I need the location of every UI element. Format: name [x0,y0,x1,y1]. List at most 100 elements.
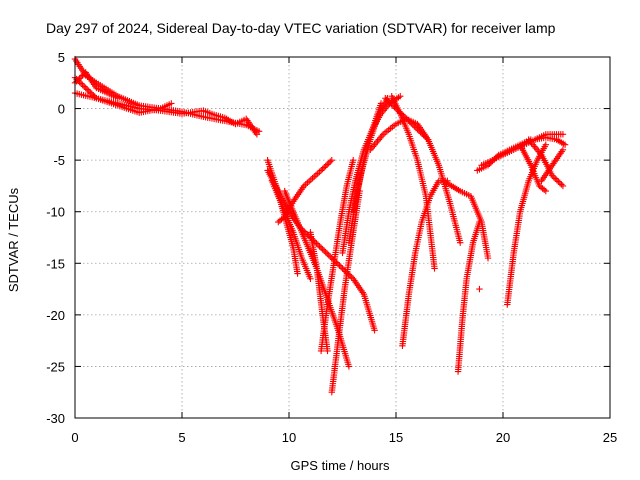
axis-ticks [74,56,611,419]
data-point [411,123,418,130]
x-tick-label: 15 [389,430,403,445]
data-point [328,156,335,164]
data-point [307,275,314,282]
data-point [325,251,332,259]
data-point [324,250,331,257]
data-point [556,179,564,187]
data-point [322,162,329,170]
data-point [417,128,424,136]
data-point [114,95,121,102]
series-track-22 [476,285,483,293]
data-point [550,173,557,181]
data-point [345,363,353,370]
data-point [553,176,561,184]
data-point [476,218,483,226]
data-point [423,134,430,142]
data-point [476,285,483,293]
y-tick-label: -25 [46,359,65,374]
data-point [371,327,378,334]
series-track-18 [388,92,438,272]
data-point [559,131,567,138]
series-track-20 [439,177,492,262]
series-track-17 [382,95,432,143]
data-point [73,78,80,85]
data-point [412,124,420,131]
x-axis-label: GPS time / hours [291,458,390,473]
data-point [317,167,325,174]
data-point [294,270,301,277]
data-point [79,81,86,89]
chart-title: Day 297 of 2024, Sidereal Day-to-day VTE… [46,20,556,36]
y-tick-label: -5 [53,153,65,168]
data-point [408,120,415,127]
data-point [386,99,394,106]
data-point [74,76,82,84]
data-point [320,164,328,171]
data-point [405,117,412,124]
x-tick-label: 10 [282,430,296,445]
data-point [552,175,559,182]
data-point [409,121,417,128]
data-point [324,347,331,355]
data-point [542,141,549,148]
data-point [350,156,357,164]
data-point [382,95,389,102]
data-point [457,239,464,246]
data-point [561,141,569,148]
data-point [80,83,88,90]
data-point [420,131,427,139]
data-point [431,265,438,272]
y-tick-label: -20 [46,308,65,323]
data-point [549,172,556,179]
y-axis-tick-labels: 5 0 -5 -10 -15 -20 -25 -30 [46,50,65,426]
data-point [418,130,426,137]
data-point [316,243,323,250]
data-points [71,55,569,396]
series-track-25 [504,141,549,308]
y-tick-label: 0 [58,102,65,117]
x-tick-label: 25 [603,430,617,445]
data-point [168,100,175,107]
series-track-15 [350,95,391,215]
data-point [320,247,328,254]
data-point [403,115,410,123]
x-tick-label: 20 [496,430,510,445]
data-point [336,262,343,269]
series-track-21 [454,218,483,375]
data-point [317,244,325,252]
data-point [414,126,421,133]
series-track-3 [71,89,261,138]
series-track-8 [275,156,335,226]
series-track-29 [531,134,569,148]
data-point [85,87,92,95]
data-point [82,84,89,92]
data-point [339,265,346,272]
data-point [406,118,413,126]
data-point [559,182,567,190]
y-tick-label: -10 [46,205,65,220]
series-track-28 [538,146,567,184]
data-point [322,249,329,256]
x-tick-label: 5 [178,430,185,445]
data-point [334,260,342,268]
data-point [77,80,85,87]
data-point [79,72,86,79]
data-point [542,187,549,195]
data-point [424,136,432,143]
data-point [484,254,492,262]
data-point [319,246,326,253]
series-track-4 [71,69,121,102]
plot-frame [74,56,611,419]
y-tick-label: -30 [46,411,65,426]
series-track-11 [317,156,357,355]
x-axis-tick-labels: 0 5 10 15 20 25 [71,430,617,445]
y-tick-label: 5 [58,50,65,65]
data-point [253,131,261,138]
data-point [415,127,423,134]
data-point [385,98,392,105]
data-point [348,274,355,281]
data-point [337,263,345,271]
series-track-26 [516,141,549,195]
data-point [421,133,429,140]
